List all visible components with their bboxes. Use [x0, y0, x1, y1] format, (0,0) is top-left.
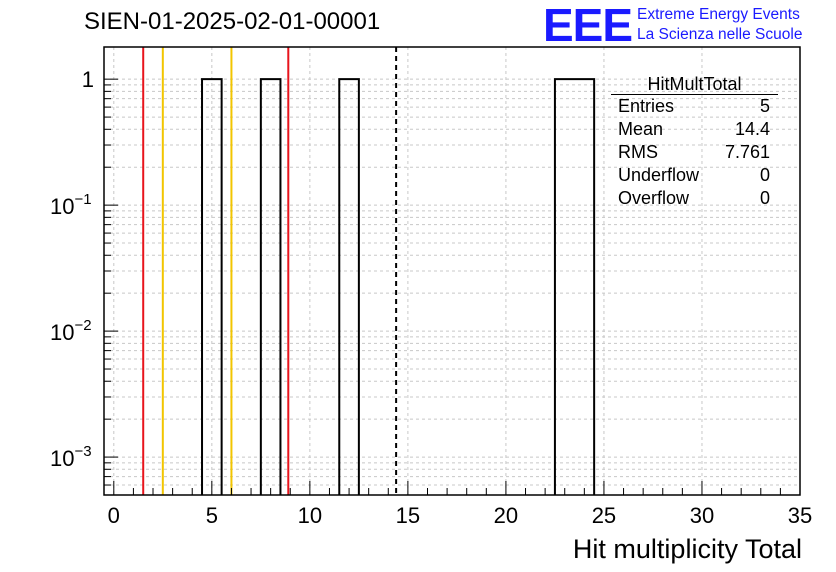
x-tick-label: 20: [494, 503, 518, 528]
histogram-bar: [553, 78, 596, 495]
stats-box: HitMultTotal Entries 5 Mean 14.4 RMS 7.7…: [611, 74, 778, 210]
logo-line-2: La Scienza nelle Scuole: [637, 26, 803, 43]
x-tick-label: 10: [298, 503, 322, 528]
stats-value: 7.761: [724, 142, 770, 162]
stats-label: RMS: [618, 142, 658, 162]
marker-lines: [142, 47, 398, 495]
stats-label: Underflow: [618, 165, 700, 185]
stats-row: Entries 5: [611, 95, 778, 118]
stats-row: Overflow 0: [611, 187, 778, 210]
y-tick-label: 10−3: [50, 443, 92, 471]
histogram-bar: [259, 78, 282, 495]
stats-row: RMS 7.761: [611, 141, 778, 164]
stats-value: 14.4: [734, 119, 770, 139]
stats-label: Mean: [618, 119, 664, 139]
plot-title: SIEN-01-2025-02-01-00001: [84, 8, 381, 35]
histogram-bar: [201, 78, 223, 495]
histogram-bar: [338, 78, 360, 495]
grid-lines: [104, 47, 801, 496]
stats-title: HitMultTotal: [611, 74, 778, 95]
y-tick-labels: 10−3 10−2 10−1 1: [50, 67, 94, 471]
x-tick-label: 35: [788, 503, 812, 528]
eee-logo: EEE: [543, 0, 633, 51]
x-tick-label: 5: [206, 503, 218, 528]
stats-row: Mean 14.4: [611, 118, 778, 141]
x-tick-label: 0: [108, 503, 120, 528]
x-axis-label: Hit multiplicity Total: [572, 534, 802, 564]
stats-row: Underflow 0: [611, 164, 778, 187]
y-tick-label: 10−1: [50, 191, 92, 219]
y-tick-label: 10−2: [50, 317, 92, 345]
x-tick-labels: 0 5 10 15 20 25 30 35: [108, 503, 813, 528]
x-tick-label: 15: [396, 503, 420, 528]
x-tick-label: 30: [690, 503, 714, 528]
histogram-bars: [201, 78, 596, 495]
x-tick-label: 25: [592, 503, 616, 528]
stats-value: 5: [759, 96, 770, 116]
axis-ticks: [104, 78, 801, 496]
stats-value: 0: [759, 188, 770, 208]
y-tick-label: 1: [82, 67, 94, 92]
stats-value: 0: [759, 165, 770, 185]
logo-line-1: Extreme Energy Events: [637, 6, 800, 23]
stats-label: Entries: [618, 96, 675, 116]
stats-label: Overflow: [618, 188, 690, 208]
